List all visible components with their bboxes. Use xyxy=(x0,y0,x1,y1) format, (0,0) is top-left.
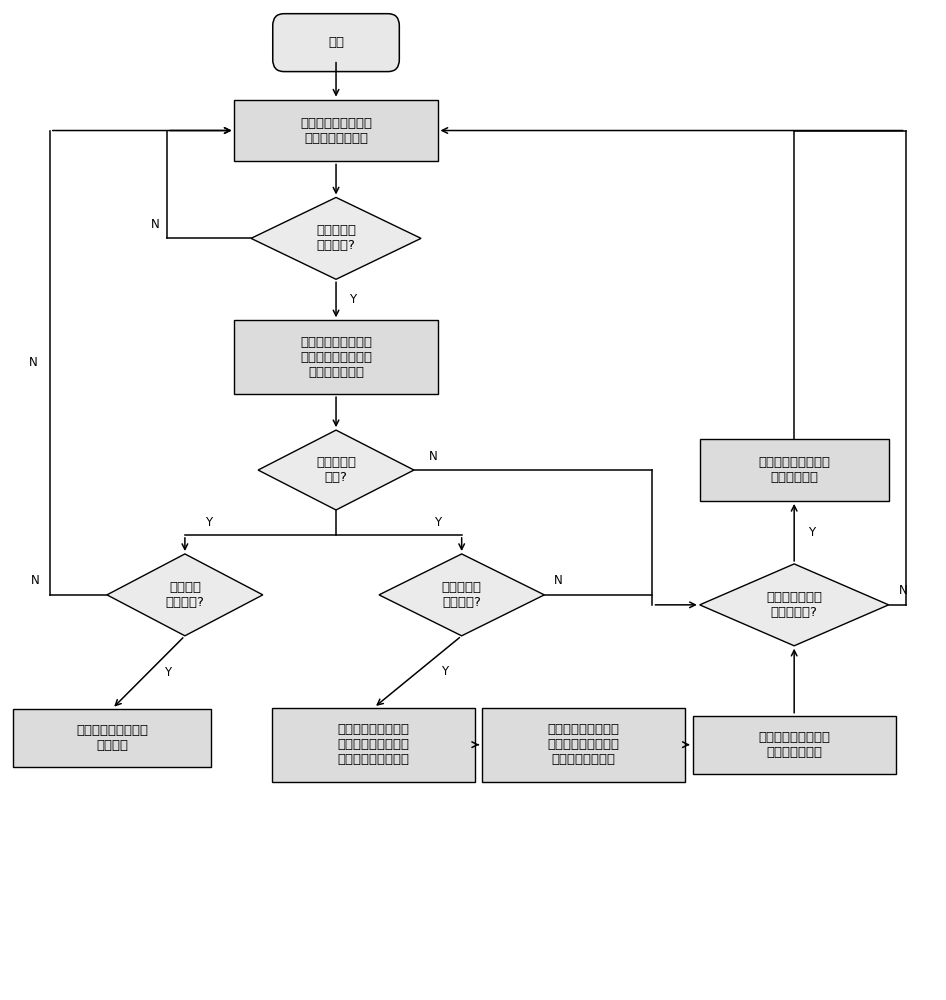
Text: 利用平方根转换无味
滤波器计算机器人位
姿状态的后验估计值: 利用平方根转换无味 滤波器计算机器人位 姿状态的后验估计值 xyxy=(338,723,410,766)
Text: 利用平方根转换无味
滤波器计算机器人位
姿状态的预测值: 利用平方根转换无味 滤波器计算机器人位 姿状态的预测值 xyxy=(300,336,372,379)
Bar xyxy=(272,708,475,782)
Text: 有效粒子个数小
于给定阈值?: 有效粒子个数小 于给定阈值? xyxy=(766,591,822,619)
Text: N: N xyxy=(28,356,37,369)
Text: Y: Y xyxy=(205,516,212,529)
Text: 开始: 开始 xyxy=(328,36,344,49)
Text: Y: Y xyxy=(808,526,815,539)
Bar xyxy=(13,709,211,767)
Text: 观测到已知
路标特征?: 观测到已知 路标特征? xyxy=(442,581,482,609)
Polygon shape xyxy=(251,197,421,279)
Text: 观测到新
路标特征?: 观测到新 路标特征? xyxy=(166,581,204,609)
Text: 更新已知路标特征的
位置状态估计值: 更新已知路标特征的 位置状态估计值 xyxy=(758,731,831,759)
Text: Y: Y xyxy=(165,666,171,679)
Text: N: N xyxy=(429,450,437,463)
Polygon shape xyxy=(379,554,544,636)
FancyBboxPatch shape xyxy=(272,14,399,72)
Text: Y: Y xyxy=(434,516,442,529)
Text: 计算粒子最优提议分
布，并据此生成新粒
子及其重要性权值: 计算粒子最优提议分 布，并据此生成新粒 子及其重要性权值 xyxy=(548,723,620,766)
Text: N: N xyxy=(554,574,563,587)
Text: 有外部运动
控制输入?: 有外部运动 控制输入? xyxy=(316,224,356,252)
Bar xyxy=(700,439,888,501)
Polygon shape xyxy=(258,430,414,510)
Text: 根据粒子集确定机器
人位姿及特征地图: 根据粒子集确定机器 人位姿及特征地图 xyxy=(300,117,372,145)
Polygon shape xyxy=(700,564,888,646)
Text: 初始化新路标特征的
位置状态: 初始化新路标特征的 位置状态 xyxy=(77,724,149,752)
Text: Y: Y xyxy=(441,665,448,678)
Text: Y: Y xyxy=(349,293,357,306)
Text: N: N xyxy=(31,574,40,587)
Bar xyxy=(692,716,896,774)
Text: N: N xyxy=(899,584,907,597)
Bar xyxy=(482,708,685,782)
Bar xyxy=(235,320,438,394)
Bar xyxy=(235,100,438,161)
Text: 观测到路标
特征?: 观测到路标 特征? xyxy=(316,456,356,484)
Text: 执行基于相对熵的粒
子重采样操作: 执行基于相对熵的粒 子重采样操作 xyxy=(758,456,831,484)
Polygon shape xyxy=(107,554,263,636)
Text: N: N xyxy=(151,218,160,231)
